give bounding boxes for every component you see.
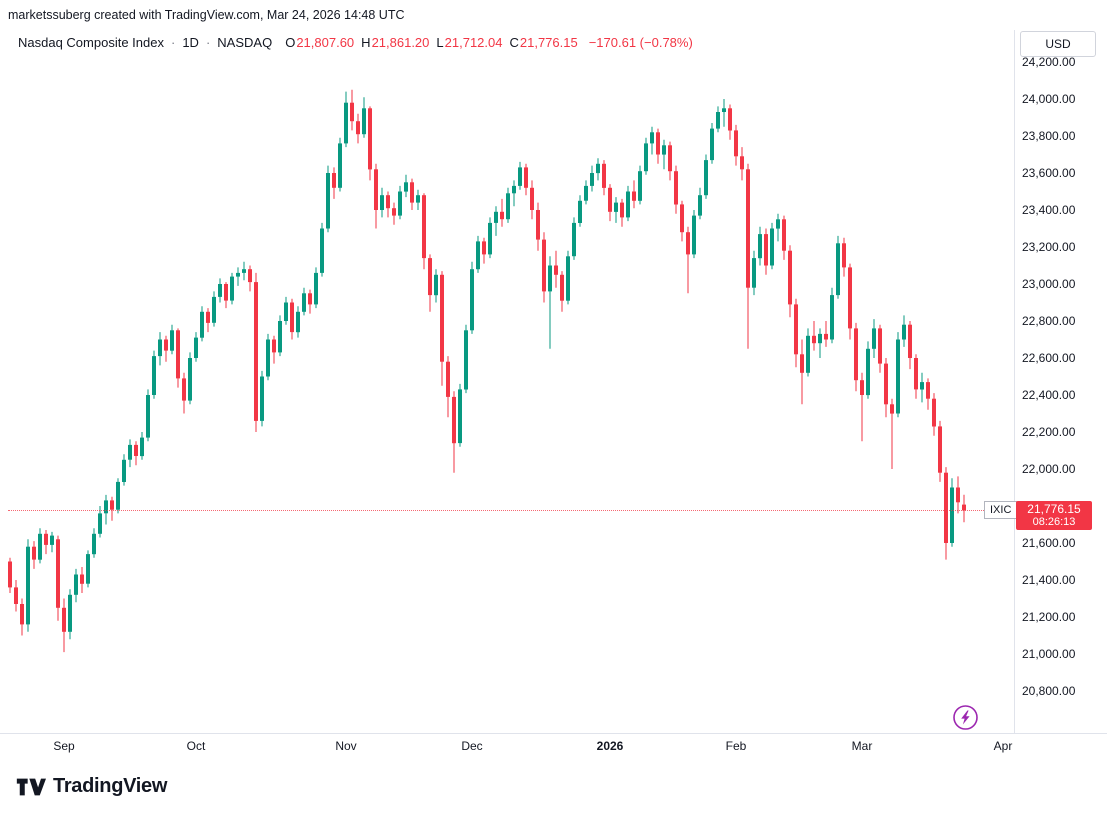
price-tick-label: 22,800.00: [1022, 313, 1076, 328]
time-scale-separator: [0, 733, 1107, 734]
time-tick-label: Apr: [993, 739, 1013, 753]
price-tick-label: 21,200.00: [1022, 609, 1076, 624]
price-tick-label: 23,600.00: [1022, 165, 1076, 180]
ohlc-values: O 21,807.60 H 21,861.20 L 21,712.04 C 21,776…: [285, 35, 693, 50]
time-tick-label: Mar: [851, 739, 873, 753]
legend-separator: ·: [205, 35, 211, 50]
time-axis[interactable]: Sep Oct Nov Dec 2026 Feb Mar Apr: [0, 734, 1014, 758]
change-value: −170.61 (−0.78%): [588, 35, 693, 50]
chart-legend[interactable]: Nasdaq Composite Index · 1D · NASDAQ O 21…: [18, 35, 693, 50]
low-label: L: [436, 35, 444, 50]
time-tick-label: Feb: [725, 739, 747, 753]
price-tick-label: 23,200.00: [1022, 239, 1076, 254]
open-label: O: [285, 35, 296, 50]
last-price-badge[interactable]: 21,776.15 08:26:13: [1016, 501, 1092, 531]
high-label: H: [361, 35, 371, 50]
price-tick-label: 22,400.00: [1022, 387, 1076, 402]
lightning-marker-icon: [953, 705, 978, 730]
close-value: 21,776.15: [519, 35, 578, 50]
price-tick-label: 23,400.00: [1022, 202, 1076, 217]
close-label: C: [509, 35, 519, 50]
tradingview-logo-icon: [16, 778, 46, 795]
time-tick-label: Dec: [461, 739, 483, 753]
bar-countdown: 08:26:13: [1032, 516, 1076, 529]
price-tick-label: 22,600.00: [1022, 350, 1076, 365]
currency-button[interactable]: USD: [1020, 31, 1096, 57]
price-axis[interactable]: 24,200.00 24,000.00 23,800.00 23,600.00 23,4…: [1015, 54, 1107, 733]
last-price-value: 21,776.15: [1027, 502, 1081, 517]
price-tick-label: 22,000.00: [1022, 461, 1076, 476]
symbol-title[interactable]: Nasdaq Composite Index: [18, 35, 164, 50]
legend-separator: ·: [170, 35, 176, 50]
price-line-symbol-label[interactable]: IXIC: [984, 501, 1018, 520]
time-tick-label: Sep: [53, 739, 75, 753]
tradingview-logo-text: TradingView: [53, 775, 168, 797]
time-tick-label: 2026: [596, 739, 624, 753]
low-value: 21,712.04: [444, 35, 503, 50]
price-scale-separator: [1014, 30, 1015, 733]
price-tick-label: 21,600.00: [1022, 535, 1076, 550]
price-tick-label: 24,200.00: [1022, 54, 1076, 69]
price-tick-label: 21,400.00: [1022, 572, 1076, 587]
high-value: 21,861.20: [371, 35, 430, 50]
price-tick-label: 23,000.00: [1022, 276, 1076, 291]
price-tick-label: 23,800.00: [1022, 128, 1076, 143]
attribution-text: marketssuberg created with TradingView.c…: [8, 8, 405, 22]
last-price-line: [8, 510, 1014, 512]
time-tick-label: Oct: [186, 739, 206, 753]
interval-label[interactable]: 1D: [182, 35, 199, 50]
price-tick-label: 24,000.00: [1022, 91, 1076, 106]
open-value: 21,807.60: [296, 35, 355, 50]
price-tick-label: 20,800.00: [1022, 683, 1076, 698]
tradingview-logo[interactable]: TradingView: [16, 775, 167, 798]
price-tick-label: 21,000.00: [1022, 646, 1076, 661]
time-tick-label: Nov: [335, 739, 357, 753]
exchange-label: NASDAQ: [217, 35, 273, 50]
price-tick-label: 22,200.00: [1022, 424, 1076, 439]
